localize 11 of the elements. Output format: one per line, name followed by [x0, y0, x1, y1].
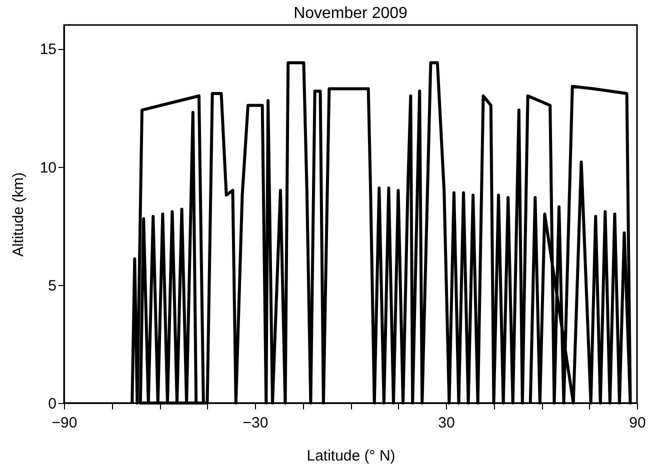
x-tick-label: −30: [242, 414, 268, 432]
y-axis-title: Altitude (km): [10, 172, 27, 257]
chart-title: November 2009: [294, 5, 408, 22]
x-tick-label: 90: [629, 414, 646, 432]
x-tick-label: 30: [438, 414, 455, 432]
y-tick-label: 0: [48, 396, 56, 412]
x-axis-title: Latitude (° N): [306, 448, 396, 464]
y-tick-label: 5: [48, 277, 56, 294]
y-tick-label: 10: [40, 159, 56, 176]
x-tick-label: −90: [52, 414, 78, 432]
y-tick-label: 15: [40, 41, 56, 58]
